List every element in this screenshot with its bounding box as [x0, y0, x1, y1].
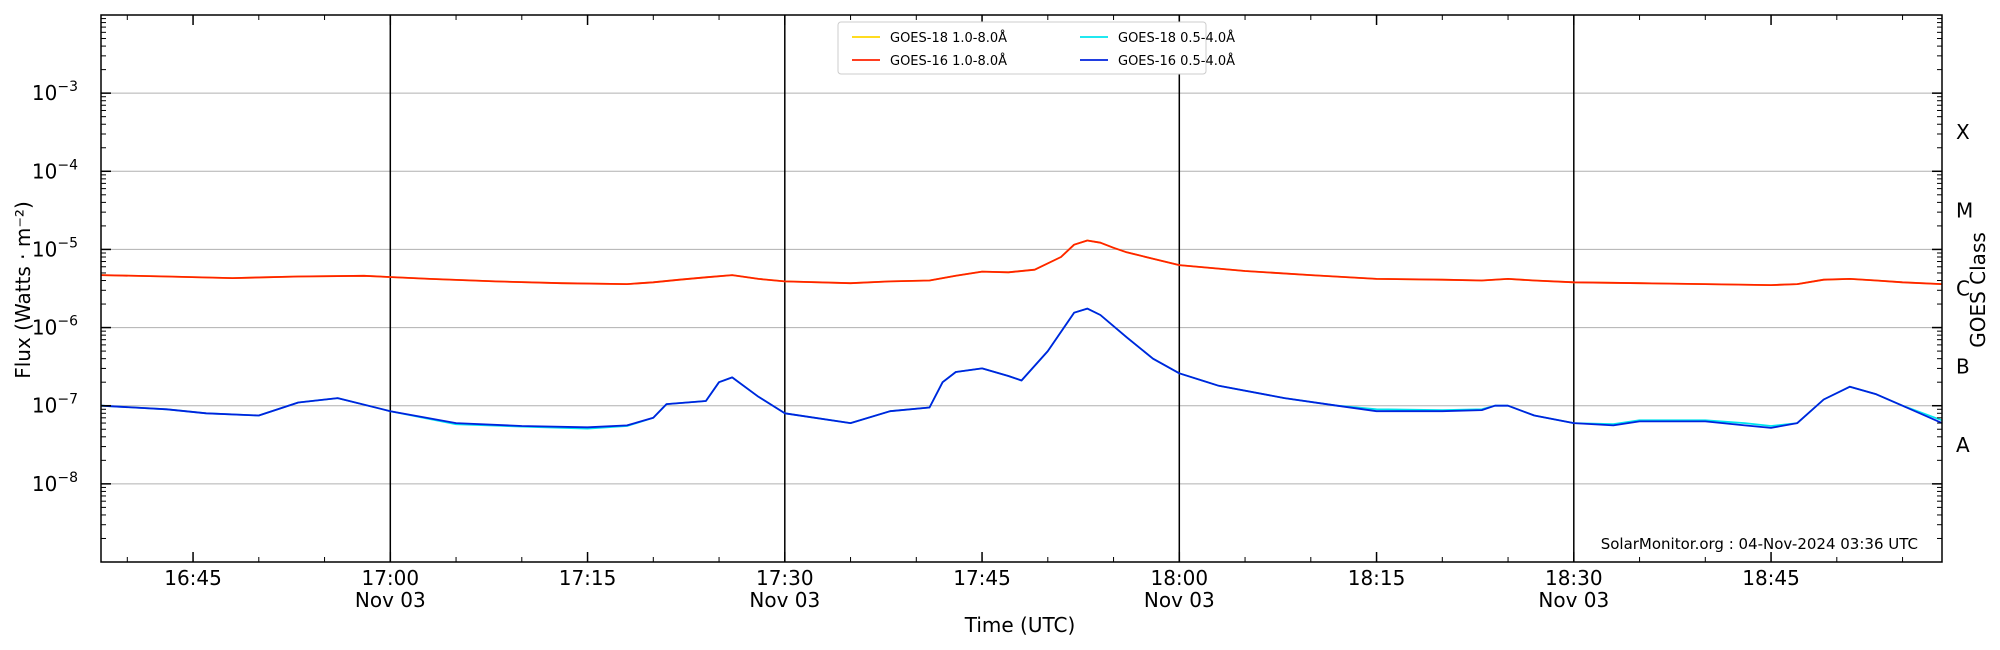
- credit-annotation: SolarMonitor.org : 04-Nov-2024 03:36 UTC: [1601, 535, 1918, 553]
- legend: GOES-18 1.0-8.0Å GOES-16 1.0-8.0Å GOES-18 …: [837, 21, 1235, 75]
- x-tick-date-label: Nov 03: [1144, 588, 1215, 612]
- y-tick-base: 10: [32, 159, 57, 183]
- goes-class-label: X: [1956, 120, 1970, 144]
- y-tick-base: 10: [32, 81, 57, 105]
- x-tick-label: 18:00: [1150, 566, 1208, 590]
- legend-box: [837, 21, 1207, 75]
- y-tick-label: 10−5: [32, 235, 78, 261]
- x-tick-label: 17:00: [361, 566, 419, 590]
- y-tick-base: 10: [32, 472, 57, 496]
- y-tick-label: 10−6: [32, 314, 78, 340]
- x-tick-label: 16:45: [164, 566, 222, 590]
- x-tick-date-label: Nov 03: [749, 588, 820, 612]
- plot-frame: [100, 14, 1943, 563]
- y-tick-base: 10: [32, 316, 57, 340]
- legend-label: GOES-16 1.0-8.0Å: [890, 53, 1007, 69]
- x-tick-date-label: Nov 03: [355, 588, 426, 612]
- day-boundary-lines: [389, 15, 1575, 562]
- data-series: [100, 239, 1943, 430]
- y-tick-label: 10−8: [32, 470, 78, 496]
- right-axis-title: GOES Class: [1966, 232, 1990, 348]
- series-line-4: [100, 307, 1943, 429]
- y-tick-label: 10−3: [32, 79, 78, 105]
- y-tick-exponent: −8: [57, 470, 78, 486]
- legend-label: GOES-18 1.0-8.0Å: [890, 30, 1007, 46]
- y-tick-base: 10: [32, 237, 57, 261]
- x-tick-label: 17:30: [756, 566, 814, 590]
- horizontal-gridlines: [101, 92, 1942, 485]
- y-tick-exponent: −4: [57, 157, 78, 173]
- series-line-2: [100, 239, 1943, 287]
- x-tick-label: 18:30: [1545, 566, 1603, 590]
- y-tick-exponent: −5: [57, 235, 78, 251]
- goes-class-label: C: [1956, 277, 1970, 301]
- y-tick-label: 10−4: [32, 157, 78, 183]
- legend-label: GOES-18 0.5-4.0Å: [1118, 30, 1235, 46]
- y-axis-title: Flux (Watts · m⁻²): [11, 201, 35, 379]
- goes-class-label: A: [1956, 433, 1970, 457]
- y-tick-base: 10: [32, 394, 57, 418]
- goes-class-label: B: [1956, 355, 1970, 379]
- goes-class-label: M: [1956, 198, 1973, 222]
- x-tick-label: 18:15: [1348, 566, 1406, 590]
- y-axis: 10−810−710−610−510−410−3: [32, 18, 1942, 539]
- x-tick-label: 17:15: [559, 566, 617, 590]
- x-tick-label: 18:45: [1742, 566, 1800, 590]
- x-tick-date-label: Nov 03: [1538, 588, 1609, 612]
- y-tick-exponent: −3: [57, 79, 78, 95]
- x-tick-label: 17:45: [953, 566, 1011, 590]
- x-axis-title: Time (UTC): [964, 613, 1076, 637]
- goes-class-axis: A B C M X: [1956, 120, 1973, 457]
- y-tick-exponent: −6: [57, 314, 78, 330]
- legend-label: GOES-16 0.5-4.0Å: [1118, 53, 1235, 69]
- y-tick-exponent: −7: [57, 392, 78, 408]
- y-tick-label: 10−7: [32, 392, 78, 418]
